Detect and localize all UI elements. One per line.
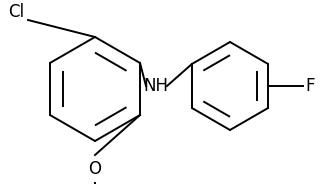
Text: O: O (89, 160, 101, 178)
Text: NH: NH (143, 77, 169, 95)
Text: Cl: Cl (8, 3, 24, 21)
Text: F: F (305, 77, 315, 95)
